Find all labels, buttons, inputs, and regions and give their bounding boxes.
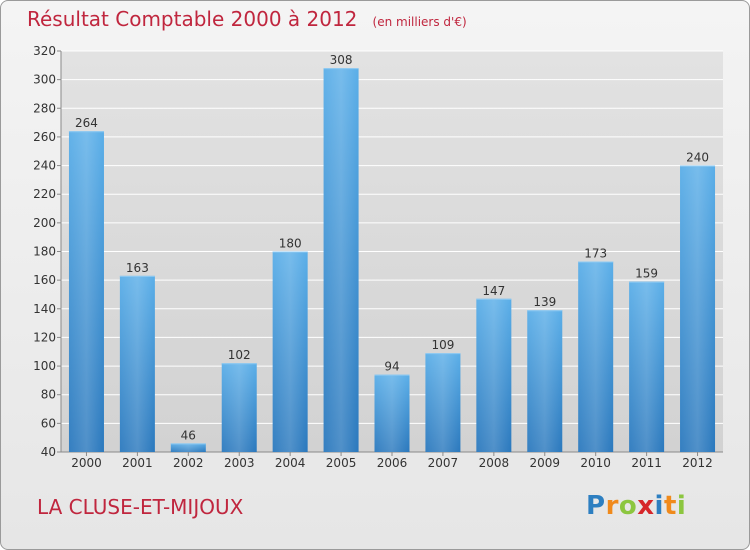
data-label: 46 <box>181 428 196 442</box>
data-label: 308 <box>330 53 353 67</box>
data-label: 102 <box>228 348 251 362</box>
x-tick-label: 2006 <box>377 456 408 470</box>
data-label: 139 <box>533 295 556 309</box>
bar-highlight <box>629 281 665 452</box>
y-tick-label: 320 <box>33 44 56 58</box>
x-tick-label: 2008 <box>479 456 510 470</box>
bar-highlight <box>170 443 206 452</box>
bar-highlight <box>272 251 308 452</box>
logo-letter: P <box>586 491 606 521</box>
y-tick-label: 240 <box>33 159 56 173</box>
x-tick-label: 2004 <box>275 456 306 470</box>
title-row: Résultat Comptable 2000 à 2012 (en milli… <box>27 7 467 31</box>
x-tick-label: 2011 <box>631 456 662 470</box>
x-tick-label: 2001 <box>122 456 153 470</box>
logo-letter: i <box>654 491 664 521</box>
x-tick-label: 2010 <box>580 456 611 470</box>
y-tick-label: 140 <box>33 302 56 316</box>
commune-name: LA CLUSE-ET-MIJOUX <box>37 495 244 519</box>
bar-highlight <box>221 363 257 452</box>
x-tick-label: 2007 <box>428 456 459 470</box>
data-label: 147 <box>482 284 505 298</box>
logo-letter: r <box>605 491 619 521</box>
x-tick-label: 2002 <box>173 456 204 470</box>
y-tick-label: 120 <box>33 330 56 344</box>
data-label: 264 <box>75 116 98 130</box>
y-tick-label: 160 <box>33 273 56 287</box>
data-label: 109 <box>431 338 454 352</box>
x-tick-label: 2009 <box>529 456 560 470</box>
x-tick-label: 2000 <box>71 456 102 470</box>
y-tick-label: 60 <box>41 416 56 430</box>
data-label: 163 <box>126 261 149 275</box>
data-label: 159 <box>635 267 658 281</box>
bar-highlight <box>680 165 716 453</box>
y-tick-label: 200 <box>33 216 56 230</box>
bar-highlight <box>476 298 512 452</box>
y-tick-label: 220 <box>33 187 56 201</box>
logo-letter: x <box>637 491 655 521</box>
logo-letter: o <box>618 491 638 521</box>
data-label: 173 <box>584 247 607 261</box>
bar-highlight <box>119 275 155 452</box>
x-tick-label: 2003 <box>224 456 255 470</box>
bar-highlight <box>425 353 461 452</box>
bar-highlight <box>68 131 104 452</box>
bar-highlight <box>578 261 614 452</box>
y-tick-label: 40 <box>41 445 56 459</box>
y-tick-label: 100 <box>33 359 56 373</box>
y-tick-label: 80 <box>41 388 56 402</box>
y-tick-label: 260 <box>33 130 56 144</box>
data-label: 240 <box>686 151 709 165</box>
y-tick-label: 300 <box>33 73 56 87</box>
x-tick-label: 2005 <box>326 456 357 470</box>
bar-highlight <box>323 68 359 452</box>
data-label: 180 <box>279 237 302 251</box>
y-tick-label: 180 <box>33 245 56 259</box>
data-label: 94 <box>384 360 399 374</box>
proxiti-logo: Proxiti <box>586 491 686 521</box>
bar-highlight <box>527 310 563 452</box>
chart-title: Résultat Comptable 2000 à 2012 <box>27 7 358 31</box>
y-tick-label: 280 <box>33 101 56 115</box>
bar-highlight <box>374 374 410 452</box>
x-tick-label: 2012 <box>682 456 713 470</box>
chart-subtitle: (en milliers d'€) <box>372 15 467 29</box>
logo-letter: i <box>676 491 687 521</box>
logo-letter: t <box>663 491 677 521</box>
